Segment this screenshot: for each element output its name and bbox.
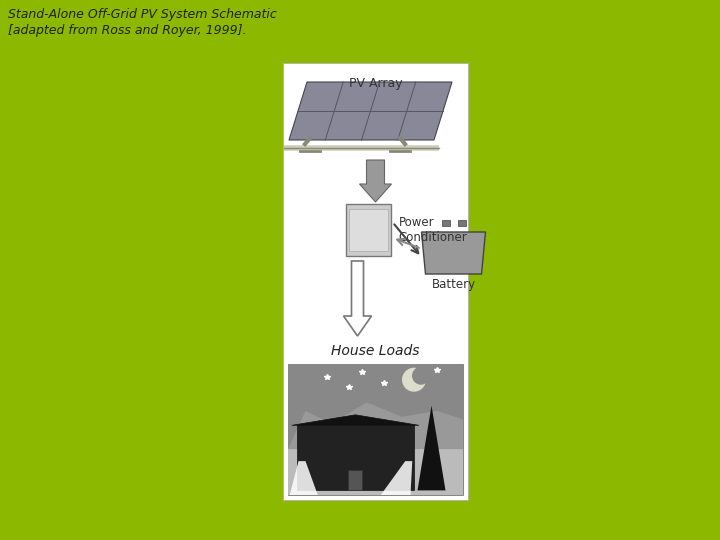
Polygon shape	[288, 402, 463, 449]
Text: PV Array: PV Array	[348, 77, 402, 90]
Polygon shape	[381, 461, 413, 495]
Text: [adapted from Ross and Royer, 1999].: [adapted from Ross and Royer, 1999].	[8, 24, 246, 37]
FancyArrow shape	[359, 160, 392, 202]
Bar	[288, 449, 463, 495]
Text: Battery: Battery	[431, 278, 476, 291]
Circle shape	[412, 367, 430, 384]
Polygon shape	[289, 461, 318, 495]
Polygon shape	[289, 82, 452, 140]
Bar	[346, 204, 390, 256]
Text: Stand-Alone Off-Grid PV System Schematic: Stand-Alone Off-Grid PV System Schematic	[8, 8, 276, 21]
Polygon shape	[421, 232, 485, 274]
Polygon shape	[292, 415, 419, 426]
Bar	[348, 470, 362, 490]
Polygon shape	[418, 406, 446, 490]
Circle shape	[402, 368, 426, 392]
Bar	[288, 364, 463, 495]
Text: House Loads: House Loads	[331, 344, 420, 358]
Text: Power: Power	[398, 215, 434, 229]
Bar	[288, 364, 463, 449]
Text: Conditioner: Conditioner	[398, 231, 467, 244]
Bar	[441, 220, 449, 226]
FancyArrow shape	[343, 261, 372, 336]
Bar	[348, 209, 387, 251]
Bar	[457, 220, 466, 226]
Bar	[297, 426, 414, 490]
Bar	[283, 63, 468, 500]
